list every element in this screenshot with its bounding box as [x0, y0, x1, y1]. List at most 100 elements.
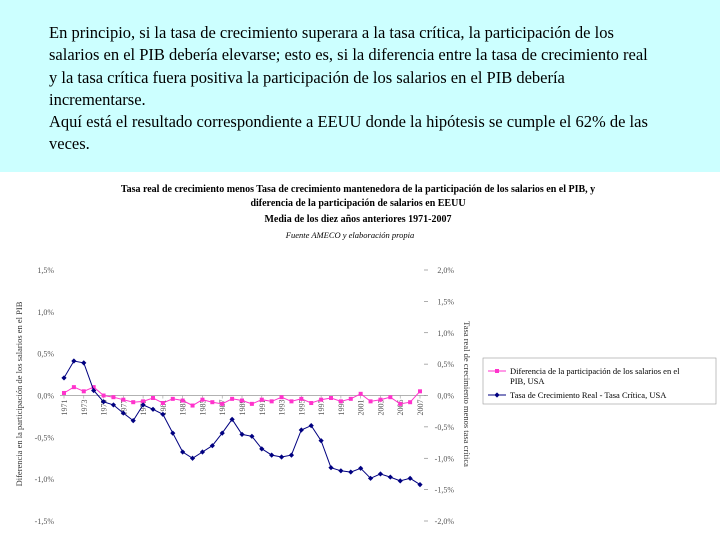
series-2-point [150, 406, 156, 412]
series-1-point [101, 393, 106, 398]
right-tick-label: 1,5% [437, 297, 454, 306]
series-1-point [279, 395, 284, 400]
right-tick-label: -2,0% [435, 517, 455, 526]
x-tick-label: 1975 [100, 400, 109, 416]
right-tick-label: -0,5% [435, 423, 455, 432]
series-2-point [180, 449, 186, 455]
x-tick-label: 1971 [60, 400, 69, 416]
x-tick-label: 1991 [258, 400, 267, 416]
right-axis-label: Tasa real de crecimiento menos tasa crít… [462, 321, 472, 467]
right-tick-label: 0,0% [437, 392, 454, 401]
series-2-point [259, 446, 265, 452]
series-1-point [180, 398, 185, 403]
series-2-point [120, 410, 126, 416]
right-tick-label: 2,0% [437, 266, 454, 275]
series-2-point [348, 469, 354, 475]
series-1-point [210, 400, 215, 405]
x-tick-label: 1997 [317, 400, 326, 416]
right-tick-label: 0,5% [437, 360, 454, 369]
left-tick-label: 1,0% [37, 308, 54, 317]
x-tick-label: 2007 [416, 400, 425, 416]
series-1-point [200, 397, 205, 402]
series-1-point [81, 389, 86, 394]
series-1-point [121, 397, 126, 402]
series-1-point [378, 397, 383, 402]
legend-label-2: Tasa de Crecimiento Real - Tasa Crítica,… [510, 390, 667, 400]
chart-svg: Tasa real de crecimiento menos Tasa de c… [14, 184, 717, 526]
series-1-point [111, 395, 116, 400]
series-2-point [61, 375, 67, 381]
chart-source: Fuente AMECO y elaboración propia [285, 230, 414, 240]
series-line-2 [63, 360, 421, 486]
legend-label-1-cont: PIB, USA [510, 376, 545, 386]
chart-title-line-3: Media de los diez años anteriores 1971-2… [264, 214, 451, 225]
series-2-point [328, 465, 334, 471]
x-tick-label: 2003 [376, 400, 385, 416]
x-tick-label: 1993 [278, 400, 287, 416]
series-2-point [160, 411, 166, 417]
x-tick-label: 1987 [218, 400, 227, 416]
left-tick-label: 0,5% [37, 350, 54, 359]
series-2-point [170, 430, 176, 436]
right-tick-label: -1,5% [435, 486, 455, 495]
right-axis-ticks: 2,0% 1,5% 1,0% 0,5% 0,0% -0,5% -1,0% -1,5% -2,0% [424, 266, 454, 526]
left-tick-label: -1,0% [35, 475, 55, 484]
legend-marker-1 [495, 369, 499, 373]
left-tick-label: 0,0% [37, 392, 54, 401]
x-tick-label: 1977 [119, 400, 128, 416]
series-1-point [220, 401, 225, 406]
x-tick-label: 1983 [179, 400, 188, 416]
series-2-point [239, 431, 245, 438]
paragraph-2: Aquí está el resultado correspondiente a… [49, 112, 648, 154]
series-1-point [141, 399, 146, 404]
series-1-point [319, 397, 324, 402]
series-1-point [408, 400, 413, 405]
series-1-point [329, 396, 333, 401]
series-1-point [368, 399, 373, 404]
series-2-point [377, 471, 384, 477]
series-2-point [209, 443, 215, 449]
left-tick-label: 1,5% [37, 266, 54, 275]
x-tick-label: 1989 [238, 400, 247, 416]
series-1-point [388, 395, 393, 400]
chart-title-line-1: Tasa real de crecimiento menos Tasa de c… [121, 184, 595, 195]
x-tick-label: 1973 [80, 400, 89, 416]
series-1-point [71, 385, 76, 390]
series-2-point [387, 474, 393, 480]
series-1-point [91, 385, 96, 390]
series-1-point [170, 396, 175, 401]
series-1-point [309, 401, 314, 406]
left-axis-label: Diferencia en la participación de los sa… [14, 301, 24, 486]
chart-panel: Tasa real de crecimiento menos Tasa de c… [0, 172, 720, 540]
series-2-point [219, 430, 225, 436]
right-tick-label: 1,0% [437, 329, 454, 338]
series-2-point [298, 427, 304, 433]
series-layer [61, 358, 423, 488]
series-2-point [81, 360, 87, 366]
slide-text: En principio, si la tasa de crecimiento … [49, 22, 659, 156]
series-2-point [338, 468, 344, 474]
series-2-point [269, 452, 275, 458]
legend-box [482, 357, 717, 405]
series-2-point [318, 438, 324, 444]
series-2-point [110, 402, 117, 408]
series-1-point [398, 401, 403, 406]
series-1-point [358, 391, 363, 396]
series-2-point [189, 455, 196, 461]
series-1-point [190, 403, 195, 408]
chart-title-line-2: diferencia de la participación de salari… [250, 198, 465, 209]
legend-marker-2 [494, 392, 500, 398]
series-1-point [249, 401, 254, 406]
series-2-point [417, 482, 423, 488]
x-tick-label: 1981 [159, 400, 168, 416]
series-1-point [348, 396, 353, 401]
series-1-point [259, 397, 264, 402]
series-1-point [131, 400, 136, 405]
series-2-point [308, 423, 314, 429]
x-tick-label: 1999 [337, 400, 346, 416]
left-tick-label: -0,5% [35, 433, 55, 442]
series-1-point [240, 398, 244, 403]
series-2-point [100, 399, 107, 405]
series-1-point [338, 399, 343, 404]
x-tick-label: 2001 [357, 400, 366, 416]
